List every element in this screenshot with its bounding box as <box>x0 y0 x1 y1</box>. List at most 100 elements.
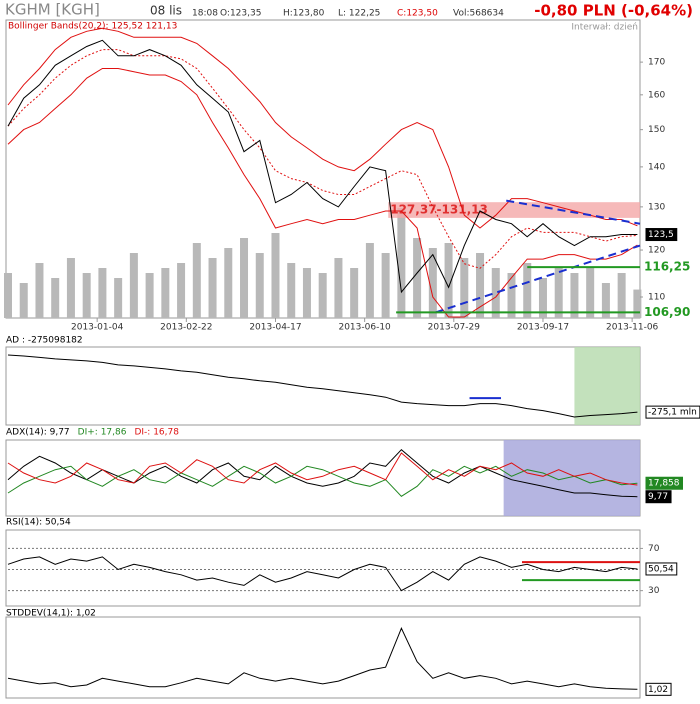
y-tick-label: 110 <box>648 292 665 302</box>
volume-bar <box>444 243 453 318</box>
volume-bar <box>208 258 217 318</box>
series-line <box>7 68 638 318</box>
y-tick-label: 70 <box>648 544 660 554</box>
volume-bar <box>82 273 91 318</box>
low: L: 122,25 <box>338 9 380 19</box>
level-label: 106,90 <box>644 305 690 319</box>
panel-title: STDDEV(14,1): 1,02 <box>6 609 96 619</box>
y-tick-label: 150 <box>648 125 665 135</box>
volume-bar <box>287 263 296 318</box>
time: 18:08 <box>192 9 218 19</box>
volume-bar <box>66 258 75 318</box>
volume-bar <box>397 208 406 318</box>
volume-bar <box>35 263 44 318</box>
volume-bar <box>192 243 201 318</box>
highlight-region <box>574 347 640 425</box>
panel-title: Bollinger Bands(20,2): 125,52 121,13 <box>8 22 177 32</box>
series-line <box>7 354 638 418</box>
volume-bar <box>19 283 28 318</box>
series-line <box>7 627 638 690</box>
volume-bar <box>271 233 280 318</box>
x-tick-label: 2013-09-17 <box>517 323 569 333</box>
value-tag <box>645 682 672 696</box>
y-tick-label: 140 <box>648 162 665 172</box>
y-tick-label: 130 <box>648 202 665 212</box>
volume-bar <box>523 263 532 318</box>
volume-bar <box>350 268 359 318</box>
volume-bar <box>554 268 563 318</box>
volume-bar <box>538 278 547 318</box>
value-tag <box>645 476 683 490</box>
value-tag <box>645 490 672 504</box>
panel-title: RSI(14): 50,54 <box>6 518 71 528</box>
volume-bar <box>145 273 154 318</box>
x-tick-label: 2013-04-17 <box>249 323 301 333</box>
value-tag-label: 9,77 <box>648 492 668 502</box>
volume: Vol:568634 <box>453 9 504 19</box>
series-line <box>7 465 638 497</box>
volume-bar <box>507 273 516 318</box>
volume-bar <box>491 268 500 318</box>
interval: Interwał: dzień <box>571 23 638 33</box>
volume-bar <box>177 263 186 318</box>
highlight-region <box>503 440 640 516</box>
resistance-band <box>388 202 640 218</box>
volume-bar <box>240 238 249 318</box>
date: 08 lis <box>150 4 182 18</box>
volume-bar <box>633 289 642 318</box>
volume-bar <box>601 283 610 318</box>
ticker: KGHM [KGH] <box>5 1 100 19</box>
trendline <box>506 199 641 225</box>
value-tag-label: 50,54 <box>648 564 674 574</box>
volume-bar <box>586 268 595 318</box>
volume-bar <box>413 238 422 318</box>
volume-bar <box>302 268 311 318</box>
volume-bar <box>114 278 123 318</box>
volume-bar <box>98 268 107 318</box>
value-tag-label: 1,02 <box>648 685 668 695</box>
legend-entry: ADX(14): 9,77 <box>6 428 70 438</box>
volume-bar <box>428 248 437 318</box>
volume-bar <box>161 268 170 318</box>
volume-bar <box>617 273 626 318</box>
change: -0,80 PLN (-0,64%) <box>534 2 693 20</box>
volume-bar <box>51 278 60 318</box>
legend-entry: DI-: 16,78 <box>134 428 179 438</box>
legend-entry: DI+: 17,86 <box>78 428 127 438</box>
volume-bar <box>381 253 390 318</box>
x-tick-label: 2013-02-22 <box>160 323 212 333</box>
series-line <box>7 452 638 486</box>
y-tick-label: 120 <box>648 246 665 256</box>
volume-bar <box>476 253 485 318</box>
volume-bar <box>4 273 12 318</box>
level-label: 116,25 <box>644 260 690 274</box>
panel-title: AD : -275098182 <box>6 336 83 346</box>
value-tag-label: 17,858 <box>648 479 680 489</box>
y-tick-label: 170 <box>648 58 665 68</box>
value-tag <box>645 562 678 576</box>
close: C:123,50 <box>397 9 438 19</box>
volume-bar <box>570 273 579 318</box>
x-tick-label: 2013-01-04 <box>71 323 124 333</box>
trendline <box>435 244 641 314</box>
volume-bar <box>460 258 469 318</box>
x-tick-label: 2013-07-29 <box>428 323 481 333</box>
x-tick-label: 2013-11-06 <box>606 323 659 333</box>
series-line <box>7 49 638 269</box>
volume-bar <box>318 273 327 318</box>
volume-bar <box>334 258 343 318</box>
value-tag-label: -275,1 mln <box>648 408 697 418</box>
x-tick-label: 2013-06-10 <box>338 323 391 333</box>
panel-frame <box>5 616 641 699</box>
y-tick-label: 160 <box>648 90 665 100</box>
volume-bar <box>224 248 233 318</box>
value-tag <box>645 228 678 242</box>
series-line <box>7 27 638 229</box>
volume-bar <box>129 253 138 318</box>
series-line <box>7 39 638 294</box>
y-tick-label: 30 <box>648 586 660 596</box>
volume-bar <box>365 243 374 318</box>
series-line <box>7 556 638 592</box>
